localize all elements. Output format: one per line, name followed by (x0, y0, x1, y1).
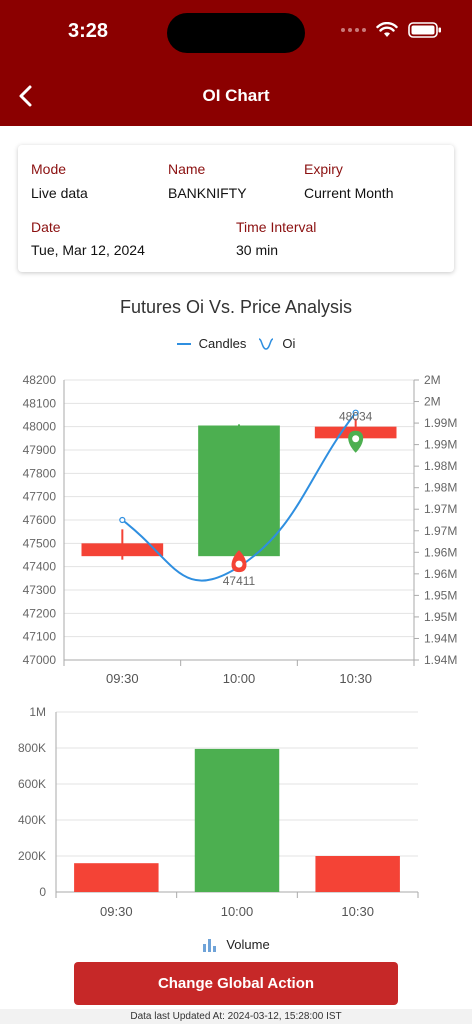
y-right-tick-label: 1.96M (424, 545, 457, 559)
x-tick-label: 09:30 (106, 671, 139, 686)
x-tick-label: 10:30 (339, 671, 372, 686)
y-right-tick-label: 1.96M (424, 567, 457, 581)
y-left-tick-label: 47700 (23, 490, 57, 504)
x-tick-label: 09:30 (100, 904, 133, 919)
volume-chart: 0 200K 400K 600K 800K 1M 09:30 10:00 10:30 (18, 705, 419, 919)
y-right-tick-label: 1.98M (424, 481, 457, 495)
name-value: BANKNIFTY (168, 185, 247, 201)
info-card: Mode Live data Name BANKNIFTY Expiry Cur… (18, 145, 454, 272)
candle-body[interactable] (198, 425, 280, 557)
marker-dot (352, 435, 360, 443)
y-right-tick-label: 1.98M (424, 459, 457, 473)
y-right-tick-label: 1.94M (424, 631, 457, 645)
y-right-tick-label: 1.97M (424, 502, 457, 516)
expiry-value: Current Month (304, 185, 394, 201)
y-right-tick-label: 2M (424, 373, 441, 387)
y-left-tick-label: 47100 (23, 630, 57, 644)
line-legend-icon (176, 342, 191, 345)
oi-point[interactable] (119, 516, 126, 524)
legend-item-volume[interactable]: Volume (202, 937, 270, 952)
name-label: Name (168, 161, 206, 177)
volume-bar[interactable] (194, 748, 280, 892)
volume-bar[interactable] (74, 863, 159, 892)
signal-icon (341, 28, 366, 32)
price-oi-chart: 47000 47100 47200 47300 47400 47500 47600 47700… (23, 373, 458, 686)
volume-bar[interactable] (315, 856, 400, 892)
y-right-tick-label: 2M (424, 395, 441, 409)
mode-value: Live data (31, 185, 88, 201)
y-tick-label: 800K (18, 741, 46, 755)
status-time: 3:28 (68, 20, 109, 42)
status-icons (341, 22, 442, 38)
y-left-tick-label: 48000 (23, 420, 57, 434)
y-right-tick-label: 1.95M (424, 610, 457, 624)
y-tick-label: 200K (18, 849, 46, 863)
mode-label: Mode (31, 161, 67, 177)
bar-chart-icon (203, 938, 217, 952)
legend-label-candles: Candles (198, 336, 247, 351)
chevron-left-icon (19, 85, 32, 107)
change-global-action-button[interactable]: Change Global Action (74, 962, 398, 1005)
battery-icon (408, 22, 441, 38)
y-tick-label: 600K (18, 777, 46, 791)
interval-value: 30 min (236, 242, 279, 258)
wifi-icon (376, 22, 398, 37)
y-left-tick-label: 47000 (23, 653, 57, 667)
x-tick-label: 10:00 (223, 671, 256, 686)
y-left-tick-label: 47500 (23, 536, 57, 550)
candle-body[interactable] (81, 543, 164, 557)
back-button[interactable] (14, 80, 42, 112)
annotation-label: 47411 (223, 574, 256, 588)
spline-legend-icon (259, 337, 274, 350)
y-left-tick-label: 48100 (23, 396, 57, 410)
y-right-tick-label: 1.99M (424, 416, 457, 430)
last-updated-footer: Data last Updated At: 2024-03-12, 15:28:… (0, 1009, 472, 1024)
oi-point[interactable] (352, 409, 359, 416)
y-tick-label: 0 (39, 885, 46, 899)
legend-label-volume: Volume (226, 937, 270, 952)
page-title: OI Chart (202, 86, 270, 105)
legend-label-oi: Oi (282, 336, 296, 351)
x-tick-label: 10:00 (221, 904, 254, 919)
legend-item-oi[interactable]: Oi (258, 336, 295, 351)
y-left-tick-label: 47400 (23, 560, 57, 574)
date-label: Date (31, 219, 61, 235)
chart-title: Futures Oi Vs. Price Analysis (119, 297, 353, 317)
y-left-tick-label: 47200 (23, 606, 57, 620)
y-right-tick-label: 1.99M (424, 438, 457, 452)
y-left-tick-label: 47600 (23, 513, 57, 527)
y-left-tick-label: 47900 (23, 443, 57, 457)
expiry-label: Expiry (304, 161, 343, 177)
date-value: Tue, Mar 12, 2024 (31, 242, 145, 258)
y-left-tick-label: 47800 (23, 466, 57, 480)
dynamic-island (167, 13, 305, 53)
y-right-tick-label: 1.95M (424, 588, 457, 602)
volume-chart-legend: Volume (0, 937, 472, 952)
marker-dot (235, 560, 243, 568)
price-chart-legend: Candles Oi (0, 336, 472, 351)
y-tick-label: 1M (29, 705, 46, 719)
x-tick-label: 10:30 (341, 904, 374, 919)
y-right-tick-label: 1.94M (424, 653, 457, 667)
legend-item-candles[interactable]: Candles (176, 336, 247, 351)
annotation-label: 48034 (339, 410, 373, 424)
y-left-tick-label: 48200 (23, 373, 57, 387)
interval-label: Time Interval (236, 219, 317, 235)
app-header: 3:28 OI Chart (0, 0, 472, 126)
y-right-tick-label: 1.97M (424, 524, 457, 538)
y-tick-label: 400K (18, 813, 46, 827)
y-left-tick-label: 47300 (23, 583, 57, 597)
